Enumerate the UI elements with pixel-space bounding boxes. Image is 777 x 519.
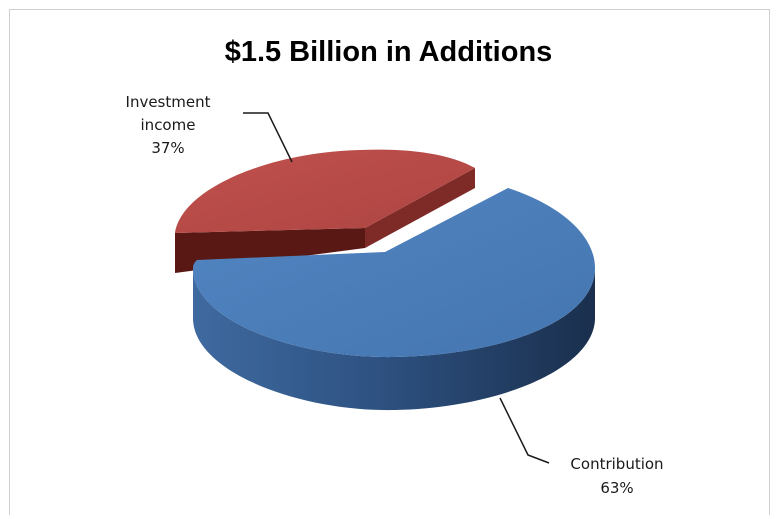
slice-investment-income-side-cut xyxy=(365,168,475,248)
chart-title: $1.5 Billion in Additions xyxy=(224,36,553,68)
label-contribution: Contribution xyxy=(570,455,663,473)
label-investment-income-line-2: income xyxy=(141,116,196,134)
leader-line-investment-income xyxy=(243,112,293,163)
leader-line-contribution xyxy=(499,397,550,464)
slice-contribution xyxy=(193,188,595,411)
slice-investment-income-top xyxy=(175,149,475,233)
label-investment-income-line-1: Investment xyxy=(126,93,211,111)
slice-contribution-top xyxy=(193,188,595,358)
slice-contribution-side xyxy=(193,268,595,411)
label-contribution-pct: 63% xyxy=(600,479,633,497)
label-investment-income-pct: 37% xyxy=(151,139,184,157)
